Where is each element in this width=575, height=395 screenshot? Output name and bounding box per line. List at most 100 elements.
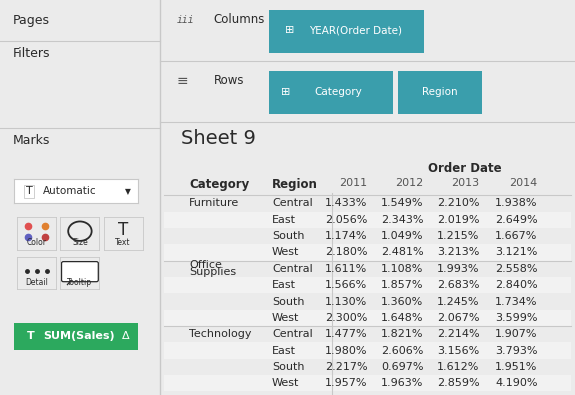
Text: 1.049%: 1.049% bbox=[381, 231, 423, 241]
Text: Region: Region bbox=[272, 178, 318, 191]
Text: 2.300%: 2.300% bbox=[325, 313, 367, 323]
Text: 1.549%: 1.549% bbox=[381, 198, 423, 209]
Text: Order Date: Order Date bbox=[428, 162, 502, 175]
Text: 2.217%: 2.217% bbox=[325, 362, 367, 372]
FancyBboxPatch shape bbox=[1, 321, 150, 352]
Text: 1.611%: 1.611% bbox=[325, 264, 367, 274]
Text: 3.213%: 3.213% bbox=[437, 247, 480, 258]
Text: 3.599%: 3.599% bbox=[495, 313, 538, 323]
Text: 2.214%: 2.214% bbox=[437, 329, 480, 339]
Text: 1.907%: 1.907% bbox=[495, 329, 538, 339]
Text: 2.606%: 2.606% bbox=[381, 346, 423, 356]
Text: 2.056%: 2.056% bbox=[325, 215, 367, 225]
Text: Detail: Detail bbox=[25, 278, 48, 286]
Text: Columns: Columns bbox=[214, 13, 265, 26]
FancyBboxPatch shape bbox=[255, 8, 437, 55]
Text: South: South bbox=[272, 231, 304, 241]
Text: Region: Region bbox=[423, 87, 458, 96]
Text: 1.648%: 1.648% bbox=[381, 313, 423, 323]
Text: 1.477%: 1.477% bbox=[325, 329, 367, 339]
Text: ⊞: ⊞ bbox=[285, 25, 294, 35]
Text: East: East bbox=[272, 280, 296, 290]
Text: T: T bbox=[118, 220, 128, 239]
Text: 2.210%: 2.210% bbox=[437, 198, 480, 209]
Text: Category: Category bbox=[315, 87, 362, 96]
Text: Central: Central bbox=[272, 329, 313, 339]
Text: Filters: Filters bbox=[13, 47, 50, 60]
Text: YEAR(Order Date): YEAR(Order Date) bbox=[309, 25, 402, 35]
Text: ≡: ≡ bbox=[177, 74, 188, 88]
Text: 1.980%: 1.980% bbox=[325, 346, 367, 356]
Text: South: South bbox=[272, 297, 304, 307]
Bar bbox=[164, 277, 571, 293]
Text: 4.190%: 4.190% bbox=[495, 378, 538, 388]
FancyBboxPatch shape bbox=[62, 261, 98, 282]
Text: 1.433%: 1.433% bbox=[325, 198, 367, 209]
Bar bbox=[164, 342, 571, 359]
Text: 3.121%: 3.121% bbox=[495, 247, 538, 258]
Bar bbox=[164, 310, 571, 326]
Text: SUM(Sales): SUM(Sales) bbox=[43, 331, 114, 340]
Text: 2.019%: 2.019% bbox=[437, 215, 480, 225]
Text: 1.612%: 1.612% bbox=[437, 362, 480, 372]
Text: Pages: Pages bbox=[13, 14, 50, 27]
Text: South: South bbox=[272, 362, 304, 372]
Text: Rows: Rows bbox=[214, 74, 244, 87]
Text: 1.174%: 1.174% bbox=[325, 231, 367, 241]
Text: West: West bbox=[272, 247, 300, 258]
Text: 1.951%: 1.951% bbox=[495, 362, 538, 372]
Text: 2014: 2014 bbox=[509, 178, 538, 188]
Text: Category: Category bbox=[189, 178, 249, 191]
Text: Text: Text bbox=[116, 238, 131, 247]
Text: 1.993%: 1.993% bbox=[437, 264, 480, 274]
Text: Furniture: Furniture bbox=[189, 198, 239, 209]
Text: ▼: ▼ bbox=[125, 187, 131, 196]
Text: 1.821%: 1.821% bbox=[381, 329, 423, 339]
Text: 2.180%: 2.180% bbox=[325, 247, 367, 258]
Text: Marks: Marks bbox=[13, 134, 50, 147]
FancyBboxPatch shape bbox=[258, 69, 402, 116]
Text: T: T bbox=[26, 186, 33, 196]
Text: 1.667%: 1.667% bbox=[495, 231, 538, 241]
Text: Office: Office bbox=[189, 260, 222, 270]
Text: Technology: Technology bbox=[189, 329, 251, 339]
Text: iii: iii bbox=[177, 15, 194, 24]
Text: East: East bbox=[272, 215, 296, 225]
Text: 1.245%: 1.245% bbox=[437, 297, 480, 307]
Text: 2.343%: 2.343% bbox=[381, 215, 423, 225]
Bar bbox=[164, 375, 571, 391]
Text: 1.857%: 1.857% bbox=[381, 280, 423, 290]
Text: Tooltip: Tooltip bbox=[67, 278, 93, 286]
Text: 1.566%: 1.566% bbox=[325, 280, 367, 290]
Text: East: East bbox=[272, 346, 296, 356]
Text: 2.683%: 2.683% bbox=[437, 280, 480, 290]
Text: Central: Central bbox=[272, 264, 313, 274]
Text: 2011: 2011 bbox=[339, 178, 367, 188]
Text: 2.558%: 2.558% bbox=[495, 264, 538, 274]
Text: Color: Color bbox=[27, 238, 47, 247]
Text: ⊞: ⊞ bbox=[282, 87, 291, 96]
Text: 1.938%: 1.938% bbox=[495, 198, 538, 209]
Text: 1.957%: 1.957% bbox=[325, 378, 367, 388]
Text: 2.649%: 2.649% bbox=[495, 215, 538, 225]
Text: West: West bbox=[272, 313, 300, 323]
Bar bbox=[164, 212, 571, 228]
Text: 2.481%: 2.481% bbox=[381, 247, 423, 258]
Text: 0.697%: 0.697% bbox=[381, 362, 423, 372]
Text: 1.360%: 1.360% bbox=[381, 297, 423, 307]
Bar bbox=[164, 244, 571, 261]
Text: 1.963%: 1.963% bbox=[381, 378, 423, 388]
Text: 2012: 2012 bbox=[395, 178, 423, 188]
Text: 1.215%: 1.215% bbox=[437, 231, 480, 241]
Text: 1.130%: 1.130% bbox=[325, 297, 367, 307]
Text: 3.156%: 3.156% bbox=[437, 346, 480, 356]
Text: 2.840%: 2.840% bbox=[495, 280, 538, 290]
Text: Central: Central bbox=[272, 198, 313, 209]
Text: 1.108%: 1.108% bbox=[381, 264, 423, 274]
FancyBboxPatch shape bbox=[391, 69, 489, 116]
Text: 2.067%: 2.067% bbox=[437, 313, 480, 323]
Text: T: T bbox=[26, 331, 34, 340]
Text: West: West bbox=[272, 378, 300, 388]
Text: Sheet 9: Sheet 9 bbox=[181, 129, 255, 148]
Text: 3.793%: 3.793% bbox=[495, 346, 538, 356]
